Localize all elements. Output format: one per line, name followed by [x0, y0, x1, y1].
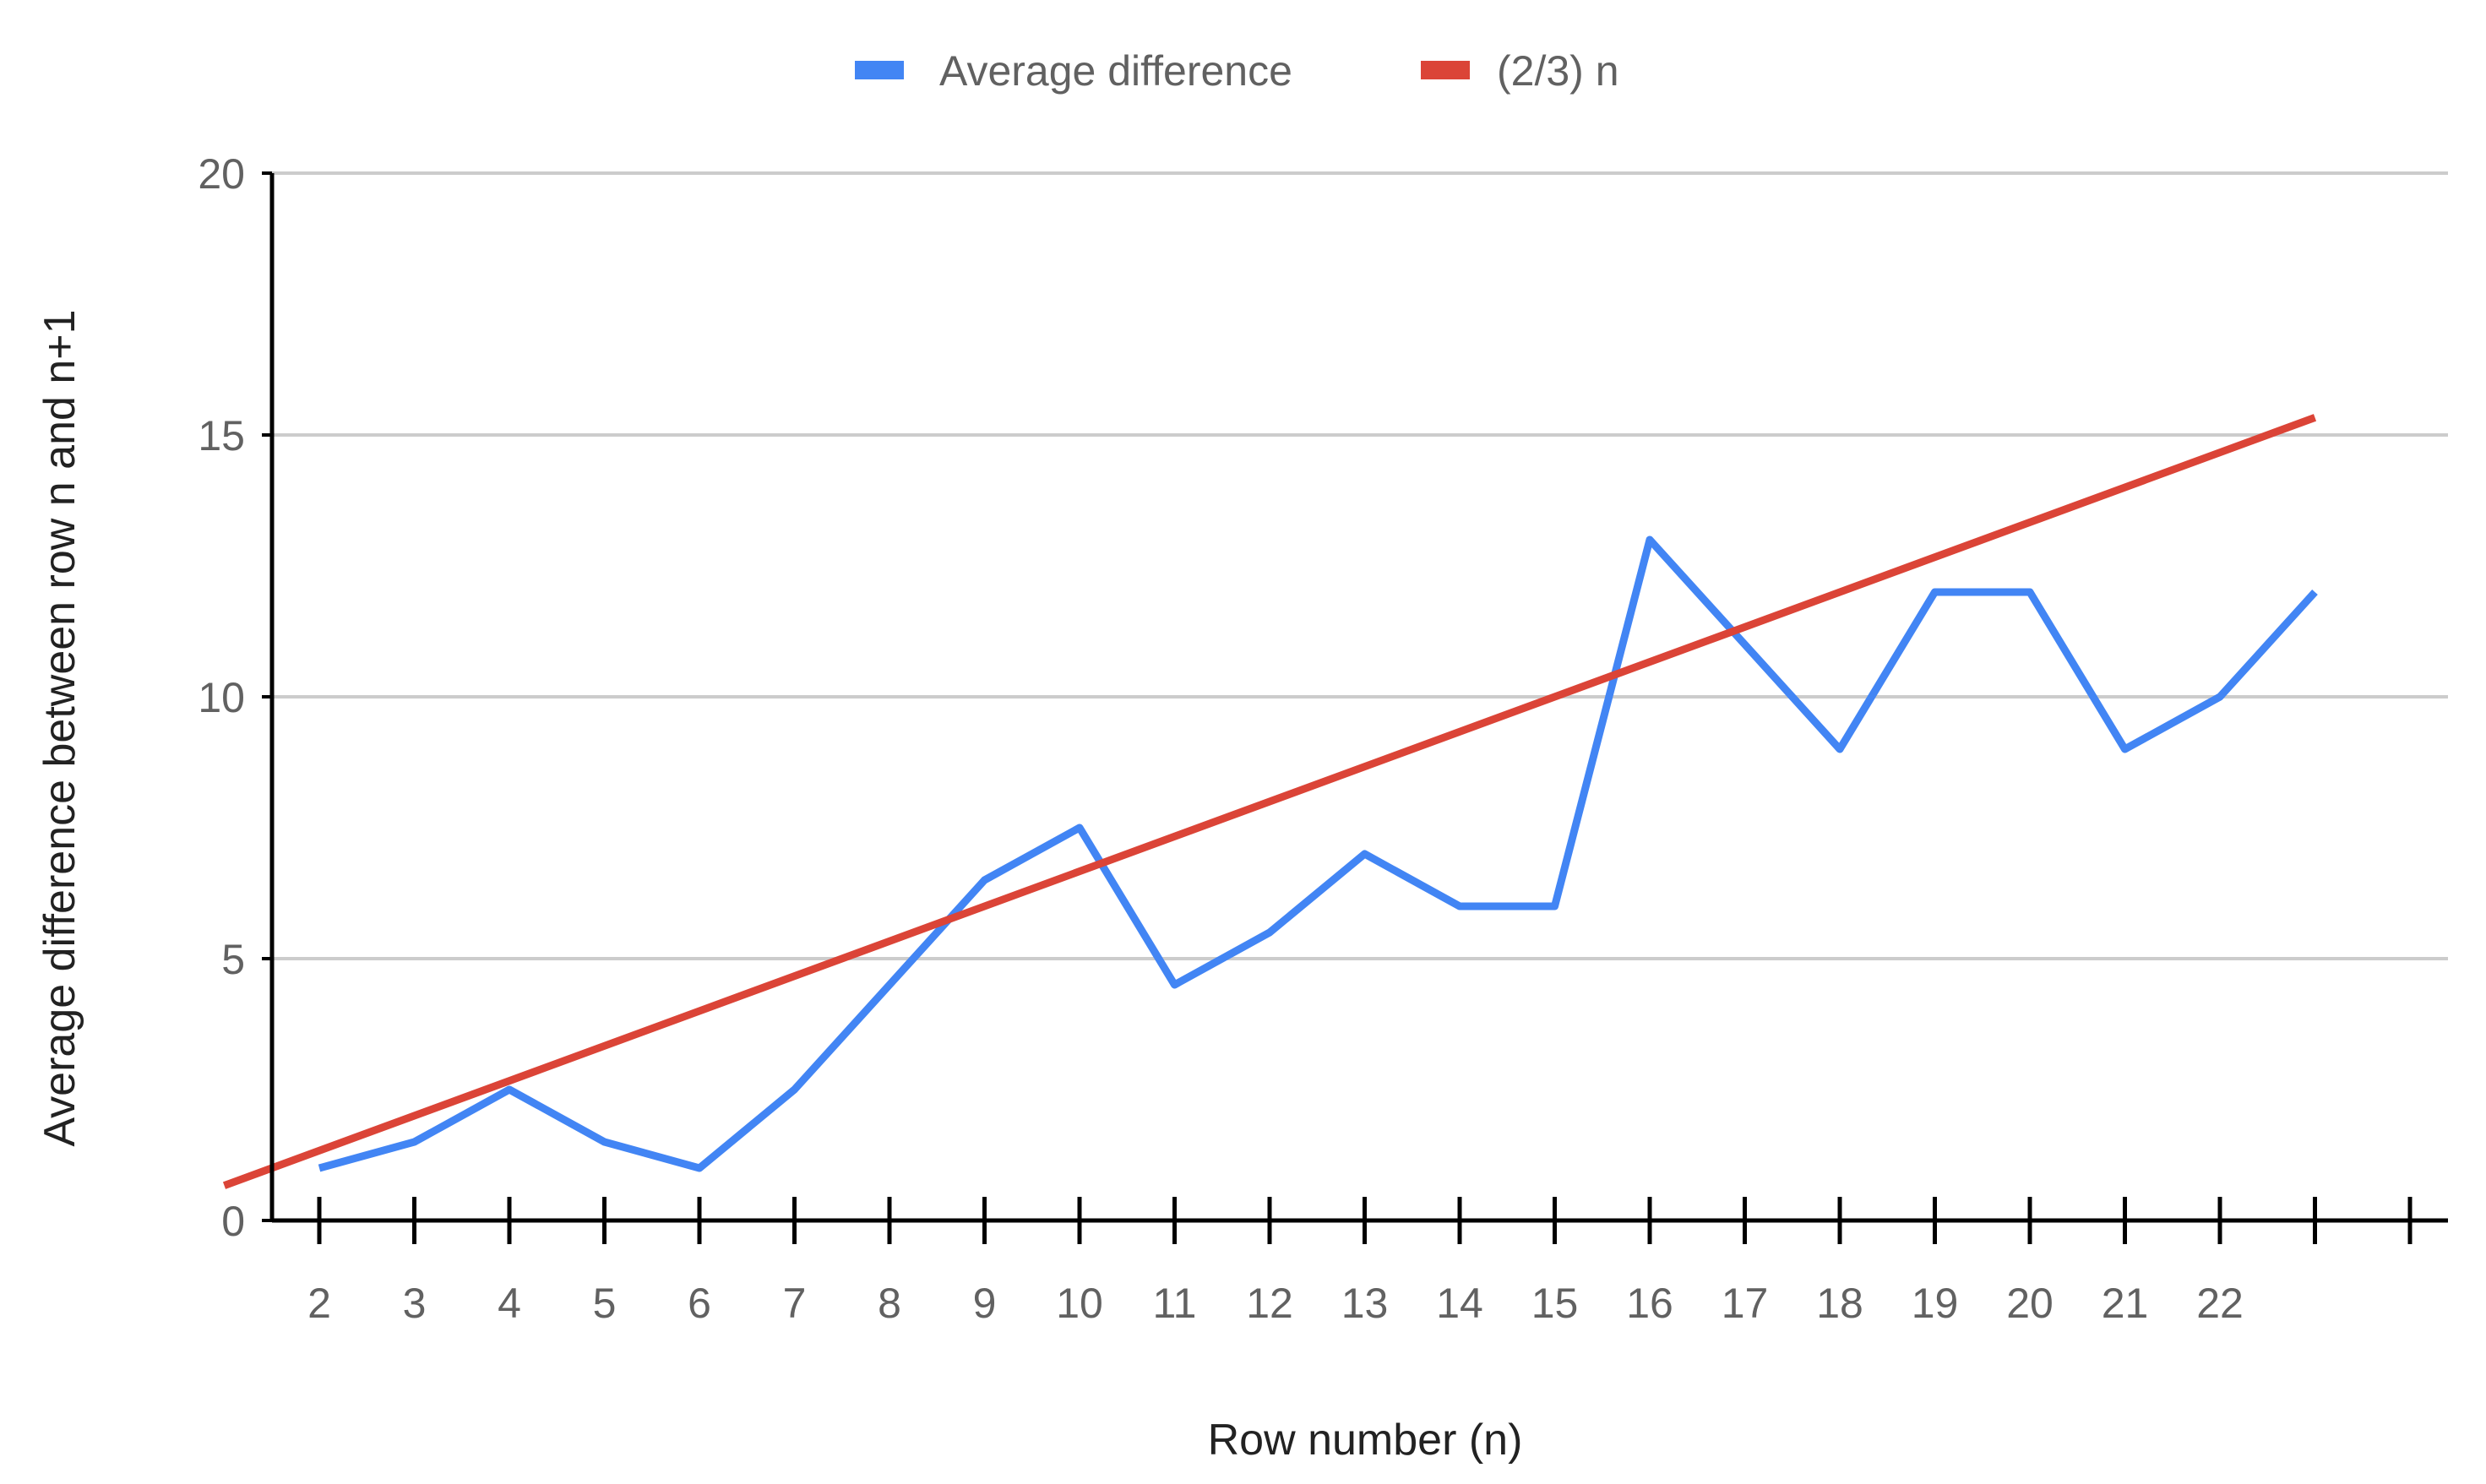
x-tick-label: 7	[783, 1280, 807, 1327]
gridlines	[272, 171, 2448, 960]
x-tick-label: 2	[307, 1280, 331, 1327]
x-tick-label: 19	[1912, 1280, 1959, 1327]
x-tick-label: 15	[1531, 1280, 1579, 1327]
legend-label-two-thirds-n: (2/3) n	[1497, 47, 1619, 95]
x-tick-label: 11	[1153, 1280, 1197, 1327]
y-tick-label: 10	[198, 674, 245, 721]
legend: Average difference (2/3) n	[855, 47, 1619, 95]
x-tick-label: 21	[2102, 1280, 2149, 1327]
x-tick-label: 3	[403, 1280, 427, 1327]
x-tick-label: 14	[1436, 1280, 1483, 1327]
x-axis-title: Row number (n)	[1208, 1416, 1523, 1465]
x-tick-label: 10	[1056, 1280, 1103, 1327]
x-tick-label: 18	[1816, 1280, 1863, 1327]
x-tick-label: 9	[973, 1280, 997, 1327]
x-tick-label: 4	[498, 1280, 521, 1327]
y-axis-ticks: 0 5 10 15 20	[198, 150, 272, 1245]
x-tick-label: 20	[2006, 1280, 2054, 1327]
y-tick-label: 15	[198, 412, 245, 459]
y-tick-label: 0	[221, 1198, 245, 1245]
y-tick-label: 20	[198, 150, 245, 198]
x-tick-label: 12	[1246, 1280, 1293, 1327]
legend-label-average-difference: Average difference	[939, 47, 1292, 95]
legend-swatch-two-thirds-n	[1421, 61, 1470, 79]
x-tick-label: 13	[1341, 1280, 1389, 1327]
x-tick-label: 22	[2196, 1280, 2244, 1327]
legend-swatch-average-difference	[855, 61, 904, 79]
x-tick-label: 6	[688, 1280, 711, 1327]
x-tick-label: 8	[878, 1280, 901, 1327]
x-tick-label: 16	[1626, 1280, 1673, 1327]
series-line-two-thirds-n	[222, 414, 2317, 1189]
x-tick-label: 5	[593, 1280, 617, 1327]
y-axis-title: Average difference between row n and n+1	[35, 309, 84, 1146]
x-tick-label: 17	[1722, 1280, 1769, 1327]
x-axis-ticks: 2 3 4 5 6 7 8 9 10 11 12 13 14 15 16 17 18 19 20 21 22	[307, 1197, 2413, 1327]
series-line-average-difference	[318, 535, 2318, 1172]
y-tick-label: 5	[221, 936, 245, 983]
series-lines	[222, 414, 2318, 1189]
